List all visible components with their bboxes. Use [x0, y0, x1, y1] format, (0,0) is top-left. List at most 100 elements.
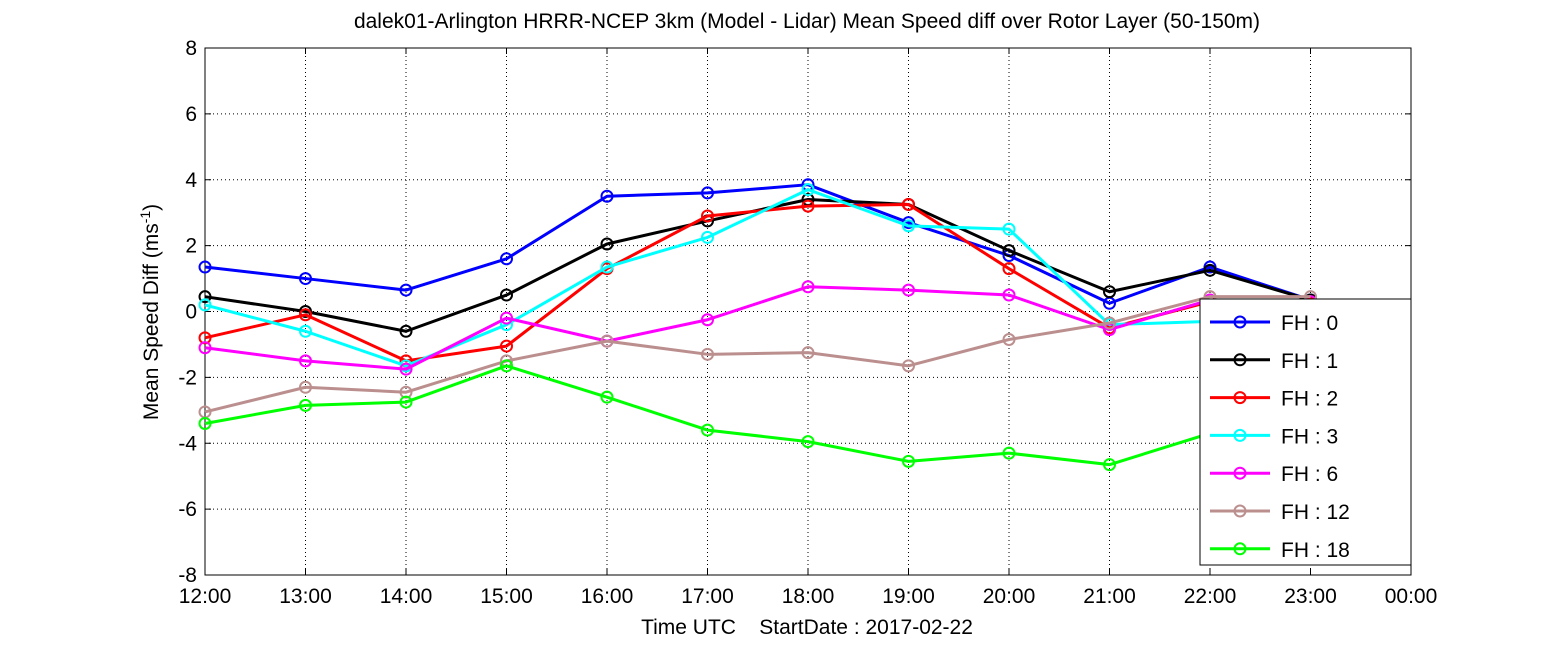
- legend-label: FH : 6: [1281, 463, 1338, 486]
- data-point: [198, 298, 212, 312]
- y-axis: -8 -6 -4 -2 0 2 4 6 8: [178, 37, 1411, 587]
- series-line: [204, 364, 1311, 467]
- data-point: [1002, 244, 1016, 258]
- legend-label: FH : 12: [1281, 501, 1350, 524]
- data-point: [299, 272, 312, 286]
- data-point: [600, 189, 614, 203]
- y-tick-label: 2: [185, 235, 197, 258]
- data-point: [399, 283, 413, 297]
- legend-swatch-marker: [1233, 466, 1247, 480]
- y-tick-label: -8: [178, 564, 197, 587]
- y-tick-label: 8: [185, 37, 197, 60]
- legend-entry-6: FH : 18: [1210, 539, 1350, 562]
- series-group: [198, 178, 1317, 472]
- series-line: [204, 285, 1311, 371]
- data-point: [801, 346, 815, 360]
- data-point: [701, 313, 714, 327]
- data-point: [1103, 285, 1116, 299]
- legend-swatch-marker: [1233, 428, 1247, 442]
- data-point: [902, 454, 915, 468]
- data-point: [299, 308, 312, 322]
- x-tick-label: 00:00: [1385, 585, 1438, 608]
- data-point: [1103, 316, 1116, 330]
- x-tick-label: 21:00: [1083, 585, 1136, 608]
- data-point: [399, 395, 413, 409]
- x-tick-label: 19:00: [882, 585, 935, 608]
- series-5: [198, 290, 1317, 419]
- legend-label: FH : 2: [1281, 388, 1338, 411]
- data-point: [198, 260, 212, 274]
- data-point: [1002, 222, 1016, 236]
- data-point: [399, 324, 413, 338]
- data-point: [600, 390, 614, 404]
- data-point: [801, 199, 815, 213]
- y-tick-label: 4: [185, 169, 197, 192]
- series-6: [198, 359, 1317, 472]
- data-point: [902, 197, 915, 211]
- data-point: [500, 252, 513, 266]
- x-tick-label: 18:00: [782, 585, 835, 608]
- series-line: [204, 183, 1311, 305]
- x-tick-label: 17:00: [681, 585, 734, 608]
- x-tick-label: 20:00: [983, 585, 1036, 608]
- data-point: [399, 362, 413, 376]
- x-tick-label: 12:00: [179, 585, 232, 608]
- data-point: [701, 347, 714, 361]
- data-point: [902, 359, 915, 373]
- y-tick-label: -4: [178, 432, 197, 455]
- legend-swatch-marker: [1233, 504, 1247, 518]
- x-tick-label: 16:00: [581, 585, 634, 608]
- series-0: [198, 178, 1317, 310]
- data-point: [1103, 458, 1116, 472]
- data-point: [701, 423, 714, 437]
- data-point: [1002, 262, 1016, 276]
- data-point: [600, 260, 614, 274]
- data-point: [198, 331, 212, 345]
- legend-entry-3: FH : 3: [1210, 425, 1338, 448]
- chart-title: dalek01-Arlington HRRR-NCEP 3km (Model -…: [354, 10, 1260, 33]
- data-point: [299, 324, 312, 338]
- legend-label: FH : 18: [1281, 539, 1350, 562]
- y-axis-label: Mean Speed Diff (ms-1): [137, 204, 163, 420]
- legend-swatch-marker: [1233, 542, 1247, 556]
- legend-entry-2: FH : 2: [1210, 388, 1338, 411]
- data-point: [299, 380, 312, 394]
- legend-swatch-marker: [1233, 315, 1247, 329]
- x-tick-label: 22:00: [1184, 585, 1237, 608]
- legend-label: FH : 0: [1281, 312, 1338, 335]
- legend: FH : 0 FH : 1 FH : 2 FH : 3 FH : 6 FH : 12 FH …: [1199, 298, 1412, 566]
- data-point: [801, 435, 815, 449]
- x-axis: 12:00 13:00 14:00 15:00 16:00 17:00 18:00 19:00…: [179, 48, 1438, 608]
- data-point: [600, 334, 614, 348]
- legend-swatch-marker: [1233, 391, 1247, 405]
- data-point: [500, 359, 513, 373]
- legend-entry-1: FH : 1: [1210, 350, 1338, 373]
- x-tick-label: 23:00: [1284, 585, 1337, 608]
- y-tick-label: 6: [185, 103, 197, 126]
- legend-entry-5: FH : 12: [1210, 501, 1350, 524]
- x-axis-label: Time UTC StartDate : 2017-02-22: [641, 616, 973, 639]
- y-tick-label: -6: [178, 498, 197, 521]
- data-point: [299, 354, 312, 368]
- data-point: [902, 283, 915, 297]
- legend-entry-4: FH : 6: [1210, 463, 1338, 486]
- y-tick-label: -2: [178, 366, 197, 389]
- data-point: [500, 288, 513, 302]
- data-point: [1002, 332, 1016, 346]
- series-4: [198, 280, 1317, 376]
- series-line: [204, 202, 1311, 363]
- series-line: [204, 188, 1311, 368]
- legend-label: FH : 3: [1281, 425, 1338, 448]
- legend-label: FH : 1: [1281, 350, 1338, 373]
- data-point: [299, 398, 312, 412]
- data-point: [801, 183, 815, 197]
- data-point: [198, 290, 212, 304]
- data-point: [1002, 446, 1016, 460]
- data-point: [500, 339, 513, 353]
- legend-swatch-marker: [1233, 353, 1247, 367]
- data-point: [701, 230, 714, 244]
- data-point: [600, 237, 614, 251]
- y-tick-label: 0: [185, 301, 197, 324]
- data-point: [198, 416, 212, 430]
